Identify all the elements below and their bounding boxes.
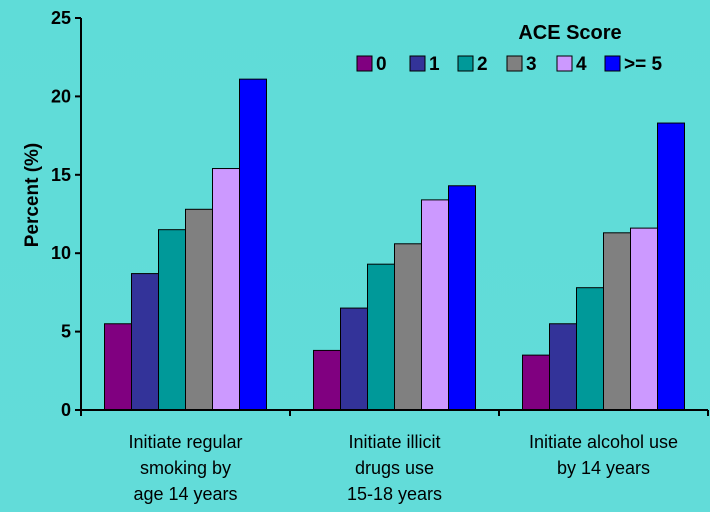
legend-swatch	[605, 56, 620, 71]
bar-series-5-cat-1	[449, 186, 476, 410]
x-category-label-line: Initiate illicit	[348, 432, 440, 452]
bar-series-3-cat-1	[395, 244, 422, 410]
bar-series-0-cat-2	[523, 355, 550, 410]
legend: ACE Score 0 1 2 3 4 >= 5	[357, 22, 662, 75]
legend-label: 0	[376, 54, 387, 75]
bar-series-1-cat-0	[132, 274, 159, 410]
x-category-label-line: by 14 years	[557, 458, 650, 478]
y-tick-label: 0	[61, 400, 71, 420]
y-tick-label: 10	[51, 243, 71, 263]
y-tick-label: 25	[51, 8, 71, 28]
bar-series-0-cat-1	[314, 350, 341, 410]
x-category-label: Initiate illicit drugs use 15-18 years	[347, 432, 442, 504]
legend-swatch	[507, 56, 522, 71]
bar-series-3-cat-0	[186, 209, 213, 410]
legend-label: 2	[477, 54, 488, 75]
bar-series-4-cat-1	[422, 200, 449, 410]
x-category-label-line: Initiate alcohol use	[529, 432, 678, 452]
y-ticks-group: 0 5 10 15 20 25	[51, 8, 81, 420]
y-tick-label: 15	[51, 165, 71, 185]
legend-label: 1	[429, 54, 440, 75]
x-category-label-line: 15-18 years	[347, 484, 442, 504]
y-tick-label: 5	[61, 322, 71, 342]
y-tick-label: 20	[51, 86, 71, 106]
y-axis-title: Percent (%)	[22, 143, 43, 248]
x-category-label-line: drugs use	[355, 458, 434, 478]
legend-title: ACE Score	[518, 22, 621, 44]
legend-swatch	[557, 56, 572, 71]
x-category-label-line: Initiate regular	[128, 432, 242, 452]
legend-label: 3	[526, 54, 537, 75]
bars-group	[105, 79, 685, 410]
x-category-label: Initiate alcohol use by 14 years	[529, 432, 678, 478]
bar-series-2-cat-0	[159, 230, 186, 410]
bar-series-3-cat-2	[604, 233, 631, 410]
legend-swatch	[410, 56, 425, 71]
x-category-label-line: smoking by	[140, 458, 231, 478]
legend-swatch	[357, 56, 372, 71]
bar-series-5-cat-0	[240, 79, 267, 410]
bar-series-1-cat-2	[550, 324, 577, 410]
x-category-label: Initiate regular smoking by age 14 years	[128, 432, 242, 504]
bar-series-2-cat-2	[577, 288, 604, 410]
bar-series-4-cat-2	[631, 228, 658, 410]
bar-series-0-cat-0	[105, 324, 132, 410]
x-labels-group: Initiate regular smoking by age 14 yearsIn…	[128, 432, 678, 504]
legend-label: >= 5	[624, 54, 662, 75]
bar-series-2-cat-1	[368, 264, 395, 410]
bar-series-5-cat-2	[658, 123, 685, 410]
x-category-label-line: age 14 years	[133, 484, 237, 504]
legend-swatch	[458, 56, 473, 71]
bar-series-4-cat-0	[213, 169, 240, 410]
legend-label: 4	[576, 54, 587, 75]
bar-series-1-cat-1	[341, 308, 368, 410]
